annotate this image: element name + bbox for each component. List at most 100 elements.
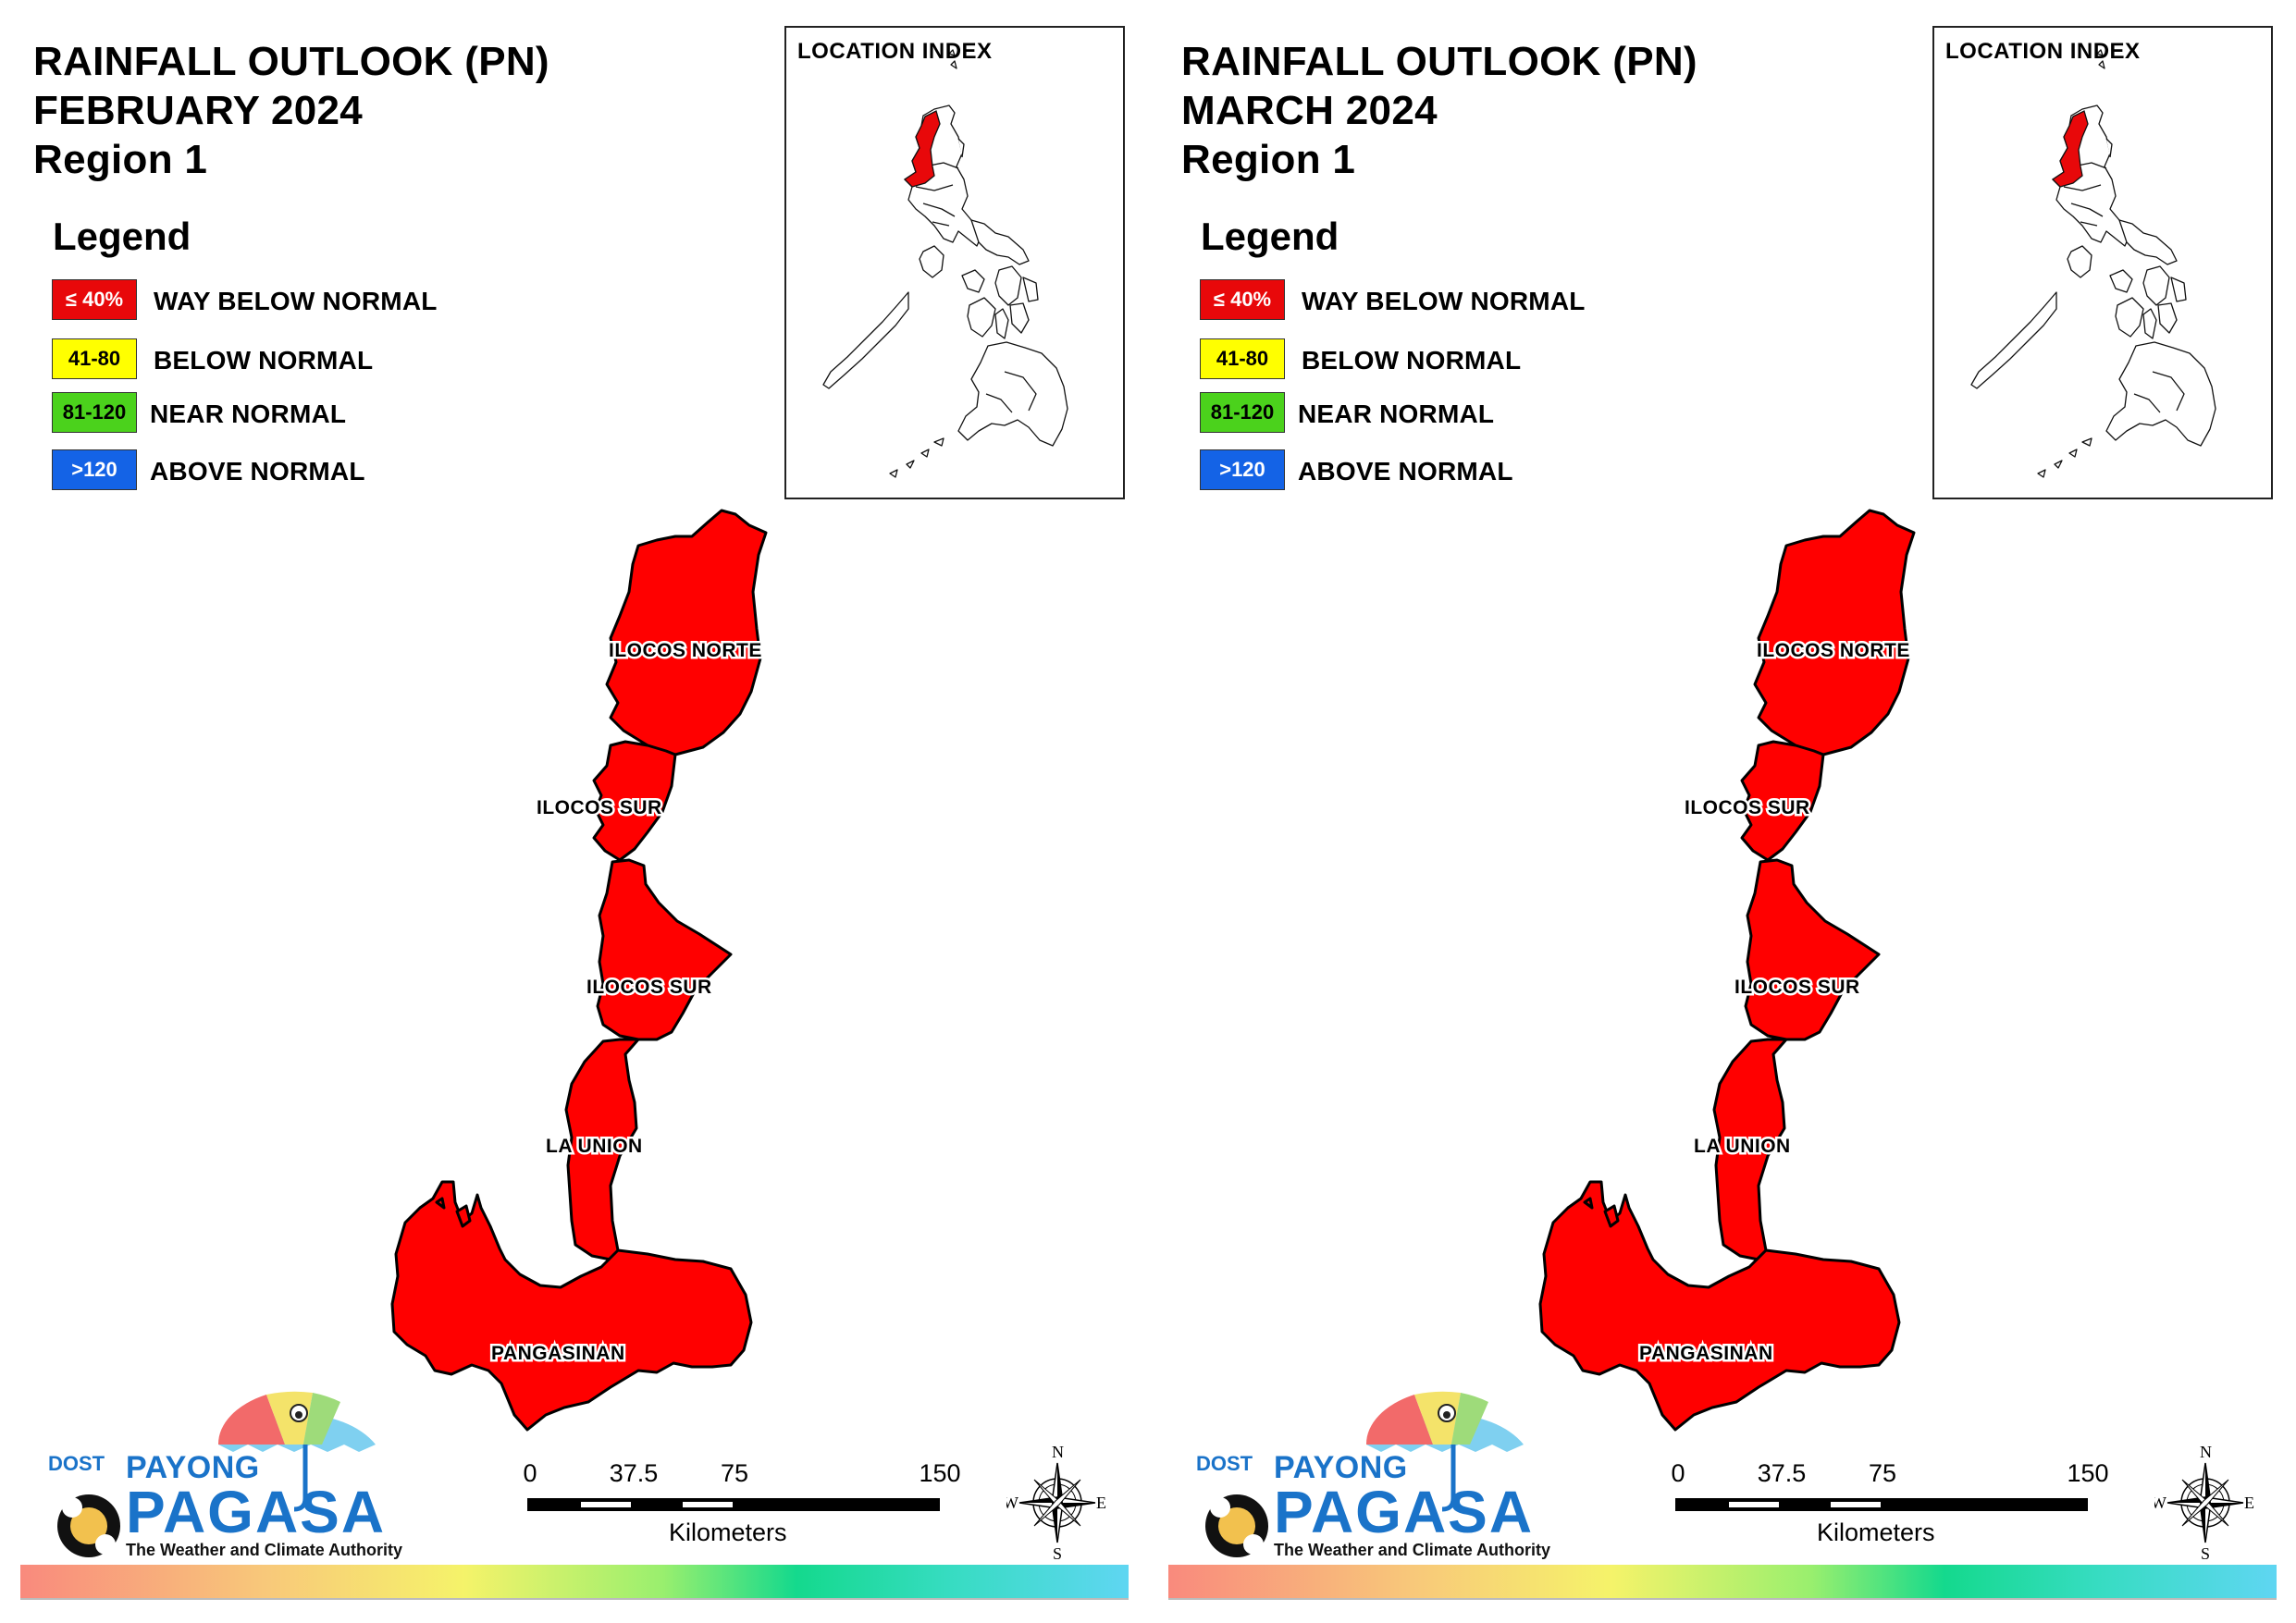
region-1-highlight <box>2051 110 2089 188</box>
island <box>455 1204 472 1228</box>
panel-february: RAINFALL OUTLOOK (PN) FEBRUARY 2024 Regi… <box>20 26 1129 1600</box>
compass-e: E <box>1096 1494 1106 1512</box>
philippines-outline-map <box>822 49 1068 478</box>
province-label: ILOCOS NORTE <box>609 640 762 661</box>
island <box>1583 1197 1594 1210</box>
legend-label: BELOW NORMAL <box>1302 346 1522 375</box>
legend-label: BELOW NORMAL <box>154 346 374 375</box>
location-index-inset: LOCATION INDEX <box>1932 26 2273 499</box>
province-ilocos-sur-north <box>1740 740 1825 862</box>
province-ilocos-sur-north <box>592 740 677 862</box>
legend-label: ABOVE NORMAL <box>150 457 365 486</box>
scale-bar-graphic <box>527 1498 940 1511</box>
title-month: MARCH 2024 <box>1181 88 1438 133</box>
province-label: ILOCOS SUR <box>537 797 662 818</box>
province-label: ILOCOS SUR <box>1734 977 1860 998</box>
footer-gradient-strip <box>1168 1565 2277 1598</box>
philippines-outline-map <box>1970 49 2216 478</box>
legend-label: NEAR NORMAL <box>1298 400 1495 428</box>
region-1-highlight <box>903 110 941 188</box>
region-1-province-map: ILOCOS NORTE ILOCOS SUR ILOCOS SUR LA UN… <box>1538 509 1916 1432</box>
province-pangasinan <box>1538 1180 1901 1432</box>
province-label: PANGASINAN <box>1639 1343 1773 1364</box>
map-title: RAINFALL OUTLOOK (PN) MARCH 2024 Region … <box>1181 37 1697 184</box>
legend-label: NEAR NORMAL <box>150 400 347 428</box>
title-line-1: RAINFALL OUTLOOK (PN) <box>33 39 549 84</box>
title-line-1: RAINFALL OUTLOOK (PN) <box>1181 39 1697 84</box>
payong-pagasa-logo: DOST PAYONG PAGASA The Weather and Clima… <box>35 1387 402 1563</box>
location-index-title: LOCATION INDEX <box>1945 39 2141 64</box>
logo-pagasa: PAGASA <box>126 1479 387 1545</box>
legend-heading: Legend <box>53 215 191 258</box>
legend-swatch: 81-120 <box>52 392 137 433</box>
scale-bar: 0 37.5 75 150 Kilometers <box>523 1459 960 1561</box>
logo-tagline: The Weather and Climate Authority <box>1274 1541 1551 1559</box>
compass-s: S <box>1053 1544 1062 1563</box>
scale-tick: 0 <box>523 1459 537 1487</box>
title-region: Region 1 <box>1181 137 1356 182</box>
province-pangasinan <box>390 1180 753 1432</box>
island <box>435 1197 446 1210</box>
legend-swatch: 41-80 <box>1200 338 1285 379</box>
location-index-title: LOCATION INDEX <box>797 39 993 64</box>
compass-w: W <box>1006 1494 1018 1512</box>
compass-rose-icon: N S E W <box>2154 1443 2254 1563</box>
scale-bar: 0 37.5 75 150 Kilometers <box>1671 1459 2108 1561</box>
legend-swatch: >120 <box>1200 449 1285 490</box>
province-label: ILOCOS SUR <box>1685 797 1810 818</box>
footer-gradient-strip <box>20 1565 1129 1598</box>
umbrella-icon <box>1205 1391 1524 1557</box>
scale-tick: 37.5 <box>609 1459 659 1487</box>
legend-heading: Legend <box>1201 215 1339 258</box>
province-label: LA UNION <box>546 1136 643 1157</box>
scale-tick: 0 <box>1671 1459 1685 1487</box>
compass-e: E <box>2244 1494 2254 1512</box>
logo-dost: DOST <box>1196 1452 1253 1475</box>
legend-swatch: >120 <box>52 449 137 490</box>
scale-tick: 75 <box>1868 1459 1897 1487</box>
footer-divider <box>20 1598 1129 1600</box>
map-title: RAINFALL OUTLOOK (PN) FEBRUARY 2024 Regi… <box>33 37 549 184</box>
legend-swatch: ≤ 40% <box>1200 279 1285 320</box>
panel-march: RAINFALL OUTLOOK (PN) MARCH 2024 Region … <box>1148 0 2296 1623</box>
province-label: ILOCOS SUR <box>586 977 712 998</box>
compass-rose-icon: N S E W <box>1006 1443 1106 1563</box>
umbrella-icon <box>57 1391 376 1557</box>
province-ilocos-norte <box>605 509 768 756</box>
province-label: LA UNION <box>1694 1136 1791 1157</box>
scale-tick: 150 <box>2067 1459 2109 1487</box>
legend-swatch: ≤ 40% <box>52 279 137 320</box>
title-month: FEBRUARY 2024 <box>33 88 364 133</box>
region-1-province-map: ILOCOS NORTE ILOCOS SUR ILOCOS SUR LA UN… <box>390 509 768 1432</box>
compass-w: W <box>2154 1494 2166 1512</box>
province-ilocos-sur-south <box>596 858 733 1041</box>
legend-label: WAY BELOW NORMAL <box>1302 287 1586 315</box>
title-region: Region 1 <box>33 137 208 182</box>
island <box>1603 1204 1620 1228</box>
scale-unit: Kilometers <box>1817 1518 1935 1546</box>
payong-pagasa-logo: DOST PAYONG PAGASA The Weather and Clima… <box>1183 1387 1550 1563</box>
legend-label: ABOVE NORMAL <box>1298 457 1513 486</box>
footer-divider <box>1168 1598 2277 1600</box>
province-ilocos-norte <box>1753 509 1916 756</box>
logo-dost: DOST <box>48 1452 105 1475</box>
legend-label: WAY BELOW NORMAL <box>154 287 438 315</box>
scale-tick: 75 <box>720 1459 749 1487</box>
compass-n: N <box>1052 1443 1064 1461</box>
logo-pagasa: PAGASA <box>1274 1479 1535 1545</box>
logo-tagline: The Weather and Climate Authority <box>126 1541 403 1559</box>
province-ilocos-sur-south <box>1744 858 1881 1041</box>
logo-payong: PAYONG <box>126 1450 260 1485</box>
compass-n: N <box>2200 1443 2212 1461</box>
scale-bar-graphic <box>1675 1498 2088 1511</box>
province-label: PANGASINAN <box>491 1343 625 1364</box>
legend-swatch: 41-80 <box>52 338 137 379</box>
compass-s: S <box>2201 1544 2210 1563</box>
province-label: ILOCOS NORTE <box>1757 640 1910 661</box>
scale-tick: 150 <box>919 1459 961 1487</box>
logo-payong: PAYONG <box>1274 1450 1408 1485</box>
scale-tick: 37.5 <box>1757 1459 1807 1487</box>
legend-swatch: 81-120 <box>1200 392 1285 433</box>
scale-unit: Kilometers <box>669 1518 787 1546</box>
location-index-inset: LOCATION INDEX <box>784 26 1125 499</box>
